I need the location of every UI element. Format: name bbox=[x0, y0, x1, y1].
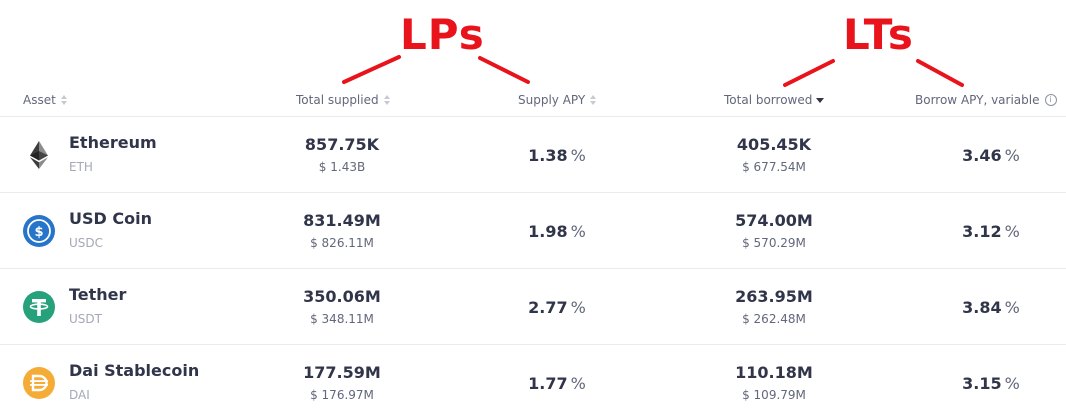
borrow-apy-value: 3.12 bbox=[962, 222, 1002, 241]
ethereum-icon bbox=[30, 141, 48, 169]
percent-sign: % bbox=[570, 222, 586, 241]
percent-sign: % bbox=[1004, 374, 1020, 393]
asset-name: Tether bbox=[69, 285, 127, 304]
column-header-total-supplied[interactable]: Total supplied bbox=[296, 93, 391, 107]
borrow-apy-cell: 3.15% bbox=[931, 374, 1051, 393]
annotation-lps: LPs bbox=[400, 10, 485, 59]
row-divider bbox=[0, 268, 1066, 269]
column-header-borrow-apy-label: Borrow APY, variable bbox=[915, 93, 1040, 107]
borrow-apy-value: 3.15 bbox=[962, 374, 1002, 393]
column-header-supply-apy[interactable]: Supply APY bbox=[518, 93, 597, 107]
supply-apy-value: 1.77 bbox=[528, 374, 568, 393]
total-supplied-amount: 177.59M bbox=[303, 363, 381, 382]
percent-sign: % bbox=[570, 146, 586, 165]
asset-symbol: DAI bbox=[69, 388, 90, 402]
annotation-stroke-lps-left bbox=[342, 55, 401, 84]
annotation-arrows bbox=[342, 55, 964, 87]
borrow-apy-value: 3.84 bbox=[962, 298, 1002, 317]
table-row-usdc[interactable]: $ USD Coin USDC 831.49M $ 826.11M 1.98% … bbox=[0, 193, 1066, 269]
sort-icon bbox=[589, 95, 597, 105]
percent-sign: % bbox=[1004, 146, 1020, 165]
borrow-apy-cell: 3.12% bbox=[931, 222, 1051, 241]
asset-symbol: USDT bbox=[69, 312, 102, 326]
sort-icon bbox=[60, 95, 68, 105]
total-supplied-amount: 350.06M bbox=[303, 287, 381, 306]
percent-sign: % bbox=[1004, 298, 1020, 317]
asset-symbol: USDC bbox=[69, 236, 104, 250]
total-borrowed-cell: 263.95M $ 262.48M bbox=[714, 287, 834, 326]
total-borrowed-cell: 574.00M $ 570.29M bbox=[714, 211, 834, 250]
column-header-supply-apy-label: Supply APY bbox=[518, 93, 586, 107]
supply-apy-cell: 2.77% bbox=[497, 298, 617, 317]
asset-symbol: ETH bbox=[69, 160, 93, 174]
column-header-total-supplied-label: Total supplied bbox=[296, 93, 379, 107]
column-header-asset[interactable]: Asset bbox=[23, 93, 68, 107]
asset-name: USD Coin bbox=[69, 209, 152, 228]
percent-sign: % bbox=[570, 298, 586, 317]
total-borrowed-usd: $ 109.79M bbox=[742, 388, 806, 402]
annotation-stroke-lts-right bbox=[916, 59, 964, 87]
tether-icon bbox=[23, 291, 55, 323]
asset-name: Ethereum bbox=[69, 133, 157, 152]
total-borrowed-amount: 405.45K bbox=[736, 135, 812, 154]
row-divider bbox=[0, 192, 1066, 193]
total-borrowed-cell: 405.45K $ 677.54M bbox=[714, 135, 834, 174]
annotation-lts: LTs bbox=[843, 10, 914, 59]
supply-apy-cell: 1.38% bbox=[497, 146, 617, 165]
table-row-eth[interactable]: Ethereum ETH 857.75K $ 1.43B 1.38% 405.4… bbox=[0, 117, 1066, 193]
header-divider bbox=[0, 116, 1066, 117]
borrow-apy-cell: 3.84% bbox=[931, 298, 1051, 317]
total-supplied-amount: 831.49M bbox=[303, 211, 381, 230]
sort-icon bbox=[383, 95, 391, 105]
total-borrowed-usd: $ 570.29M bbox=[742, 236, 806, 250]
total-borrowed-amount: 110.18M bbox=[735, 363, 813, 382]
annotation-stroke-lps-right bbox=[478, 56, 530, 84]
column-header-total-borrowed-label: Total borrowed bbox=[724, 93, 813, 107]
annotation-stroke-lts-left bbox=[783, 59, 835, 87]
total-supplied-cell: 177.59M $ 176.97M bbox=[282, 363, 402, 402]
total-borrowed-usd: $ 262.48M bbox=[742, 312, 806, 326]
total-supplied-usd: $ 826.11M bbox=[310, 236, 374, 250]
column-header-borrow-apy[interactable]: Borrow APY, variable i bbox=[915, 93, 1057, 107]
supply-apy-cell: 1.77% bbox=[497, 374, 617, 393]
total-borrowed-cell: 110.18M $ 109.79M bbox=[714, 363, 834, 402]
column-header-asset-label: Asset bbox=[23, 93, 56, 107]
total-supplied-cell: 831.49M $ 826.11M bbox=[282, 211, 402, 250]
supply-apy-value: 1.38 bbox=[528, 146, 568, 165]
supply-apy-value: 2.77 bbox=[528, 298, 568, 317]
row-divider bbox=[0, 344, 1066, 345]
asset-name: Dai Stablecoin bbox=[69, 361, 200, 380]
table-row-usdt[interactable]: Tether USDT 350.06M $ 348.11M 2.77% 263.… bbox=[0, 269, 1066, 345]
total-supplied-amount: 857.75K bbox=[304, 135, 380, 154]
total-supplied-usd: $ 348.11M bbox=[310, 312, 374, 326]
total-supplied-usd: $ 176.97M bbox=[310, 388, 374, 402]
total-supplied-cell: 350.06M $ 348.11M bbox=[282, 287, 402, 326]
total-supplied-usd: $ 1.43B bbox=[318, 160, 366, 174]
table-row-dai[interactable]: Dai Stablecoin DAI 177.59M $ 176.97M 1.7… bbox=[0, 345, 1066, 418]
dai-icon bbox=[23, 367, 55, 399]
total-borrowed-amount: 263.95M bbox=[735, 287, 813, 306]
percent-sign: % bbox=[570, 374, 586, 393]
total-supplied-cell: 857.75K $ 1.43B bbox=[282, 135, 402, 174]
supply-apy-cell: 1.98% bbox=[497, 222, 617, 241]
percent-sign: % bbox=[1004, 222, 1020, 241]
borrow-apy-value: 3.46 bbox=[962, 146, 1002, 165]
column-header-total-borrowed[interactable]: Total borrowed bbox=[724, 93, 825, 107]
usdc-icon: $ bbox=[23, 215, 55, 247]
total-borrowed-amount: 574.00M bbox=[735, 211, 813, 230]
total-borrowed-usd: $ 677.54M bbox=[742, 160, 806, 174]
info-icon[interactable]: i bbox=[1044, 94, 1057, 106]
sort-descending-icon bbox=[816, 95, 825, 105]
supply-apy-value: 1.98 bbox=[528, 222, 568, 241]
svg-text:$: $ bbox=[34, 225, 43, 240]
borrow-apy-cell: 3.46% bbox=[931, 146, 1051, 165]
